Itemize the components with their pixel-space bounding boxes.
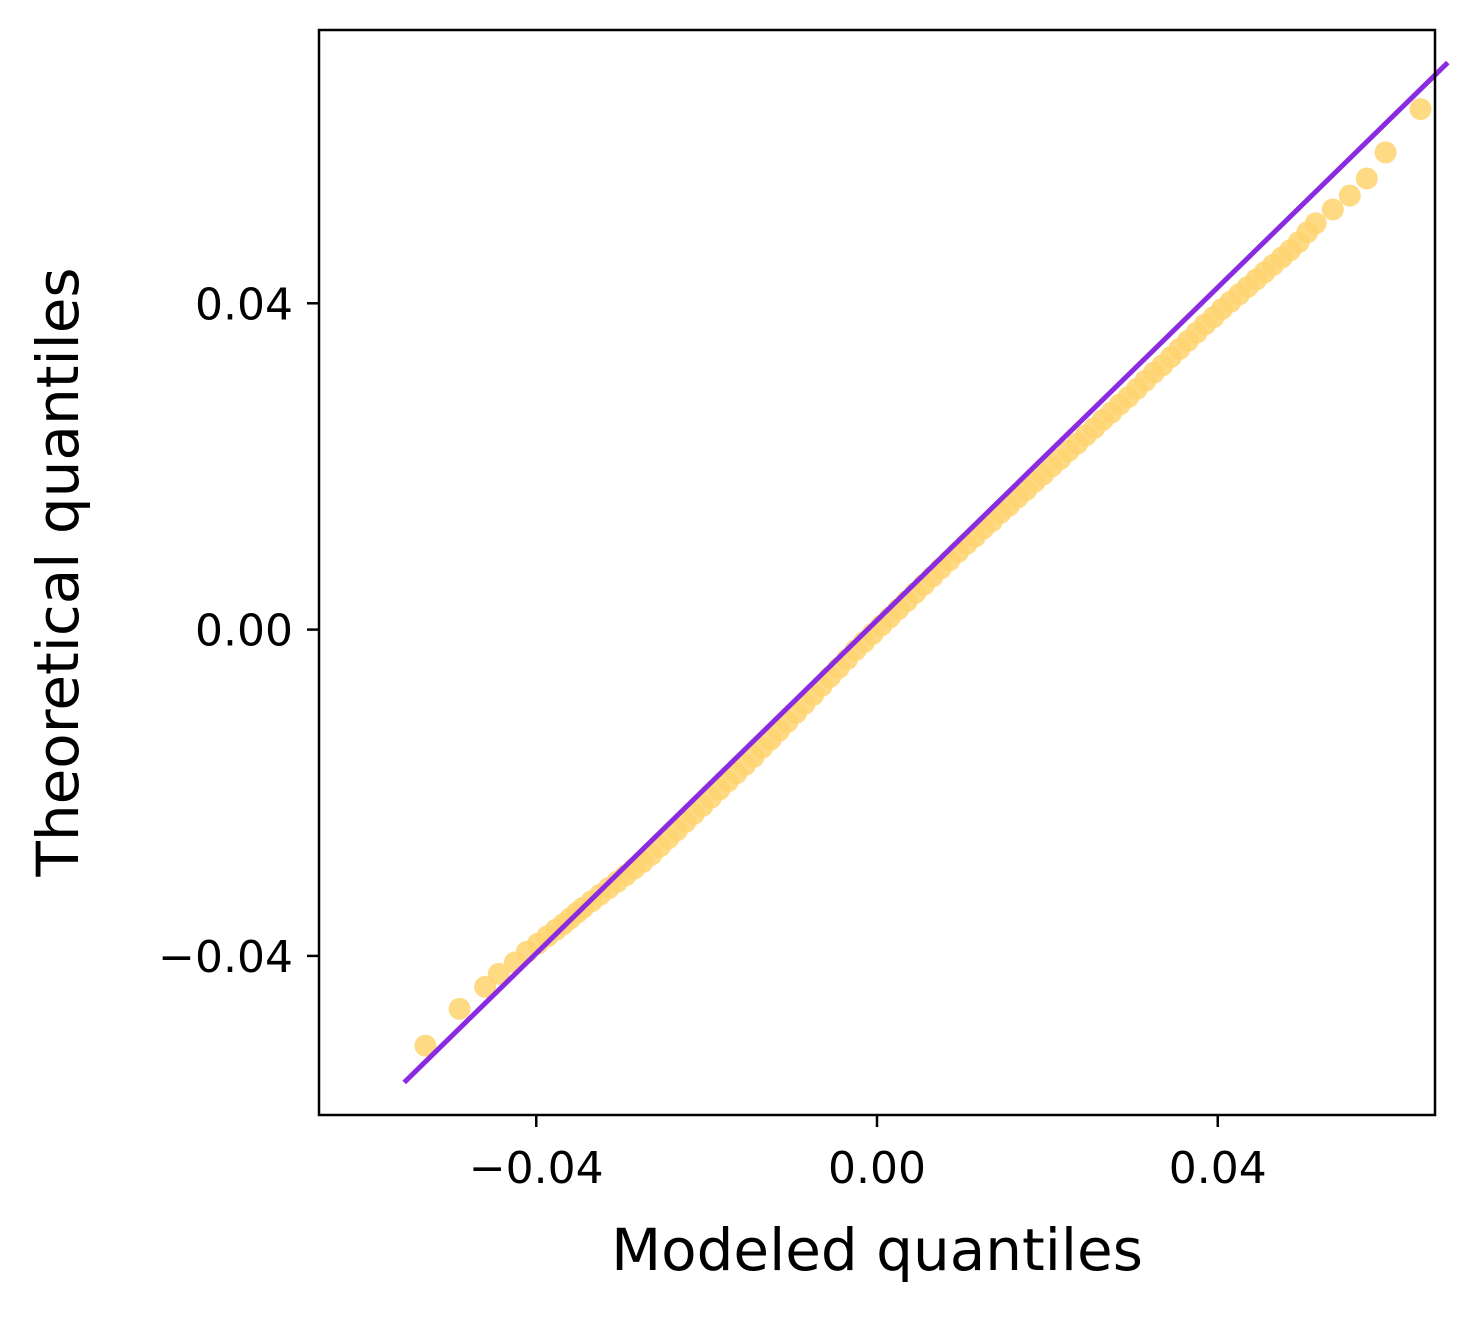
x-tick-label: 0.00 [828, 1143, 926, 1194]
y-tick-label: 0.04 [195, 279, 293, 330]
y-axis-label: Theoretical quantiles [24, 267, 92, 877]
scatter-point [414, 1034, 437, 1057]
reference-line [402, 60, 1450, 1085]
scatter-point [1374, 141, 1397, 164]
scatter-point [448, 997, 471, 1020]
scatter-point [1321, 198, 1344, 221]
y-tick-label: −0.04 [158, 932, 293, 983]
y-axis-ticks: −0.04 0.00 0.04 [158, 279, 319, 983]
scatter-point [1338, 184, 1361, 207]
reference-line-path [402, 60, 1450, 1085]
x-axis-label: Modeled quantiles [611, 1216, 1143, 1284]
x-axis-ticks: −0.04 0.00 0.04 [469, 1115, 1267, 1194]
y-tick-label: 0.00 [195, 606, 293, 657]
x-tick-label: −0.04 [469, 1143, 604, 1194]
scatter-point [487, 962, 510, 985]
scatter-point [1304, 212, 1327, 235]
scatter-point [1355, 167, 1378, 190]
scatter-point [1409, 98, 1432, 121]
x-tick-label: 0.04 [1169, 1143, 1267, 1194]
scatter-point [474, 975, 497, 998]
